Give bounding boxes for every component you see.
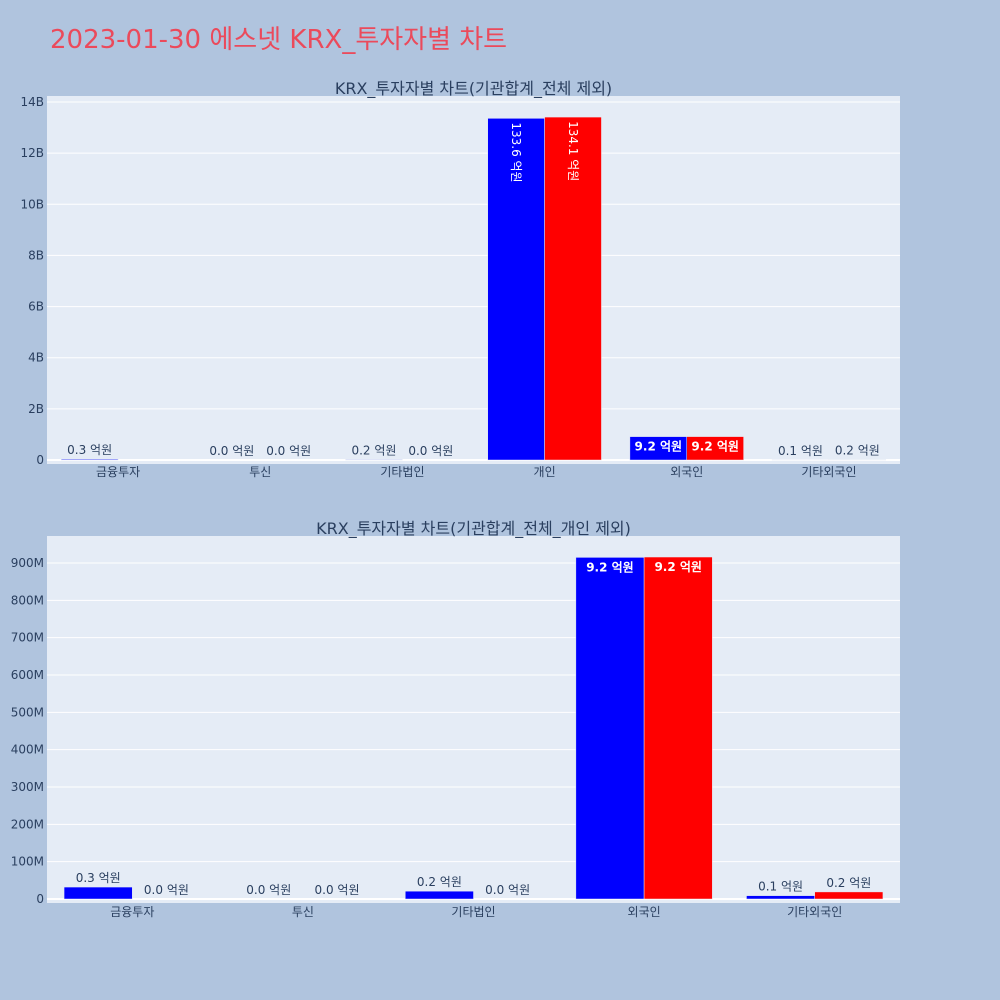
bar-value-label: 0.0 억원 (408, 444, 453, 458)
y-tick-label: 0 (36, 892, 44, 906)
y-tick-label: 8B (28, 248, 44, 262)
bar-value-label: 0.1 억원 (778, 444, 823, 458)
y-tick-label: 400M (11, 743, 44, 757)
bar-value-label: 9.2 억원 (586, 560, 634, 574)
plot-area (47, 96, 900, 464)
chart-title: KRX_투자자별 차트(기관합계_전체_개인 제외) (316, 519, 631, 539)
y-tick-label: 200M (11, 817, 44, 831)
y-tick-label: 4B (28, 351, 44, 365)
y-tick-label: 0 (36, 453, 44, 467)
x-tick-label: 기타외국인 (787, 905, 842, 919)
y-tick-label: 100M (11, 855, 44, 869)
investor-bar-chart-total: 0 2B 4B 6B 8B 10B 12B 14B KRX_투자자별 차트(기관합계_전체 제외… (20, 79, 900, 479)
y-tick-label: 2B (28, 402, 44, 416)
y-tick-label: 300M (11, 780, 44, 794)
y-tick-label: 10B (20, 197, 44, 211)
x-tick-label: 외국인 (670, 465, 703, 479)
bar-value-label: 0.2 억원 (826, 876, 871, 890)
y-tick-label: 500M (11, 705, 44, 719)
red-bar (544, 116, 602, 461)
investor-bar-chart-excluding-individual: 0 100M 200M 300M 400M 500M 600M 700M 800M 900M KRX… (11, 519, 900, 919)
bar-value-label: 9.2 억원 (635, 440, 683, 454)
plot-area (47, 536, 900, 903)
red-bar (686, 436, 744, 461)
x-tick-label: 투신 (292, 905, 314, 919)
bar-value-label: 0.3 억원 (76, 871, 121, 885)
bar-value-label: 133.6 억원 (509, 122, 523, 182)
bar-value-label: 0.2 억원 (417, 875, 462, 889)
bar-value-label: 0.1 억원 (758, 880, 803, 894)
bar-value-label: 0.0 억원 (485, 883, 530, 897)
y-tick-label: 600M (11, 668, 44, 682)
bar-value-label: 134.1 억원 (566, 121, 580, 181)
bar-value-label: 0.0 억원 (144, 883, 189, 897)
y-tick-label: 14B (20, 95, 44, 109)
x-tick-label: 금융투자 (110, 905, 154, 919)
blue-bar (405, 890, 474, 900)
x-tick-label: 개인 (534, 465, 556, 479)
y-tick-label: 6B (28, 300, 44, 314)
bar-value-label: 9.2 억원 (654, 560, 702, 574)
y-tick-label: 12B (20, 146, 44, 160)
x-tick-label: 기타법인 (380, 465, 424, 479)
blue-bar (575, 557, 645, 900)
bar-value-label: 0.2 억원 (835, 444, 880, 458)
x-tick-label: 투신 (249, 465, 271, 479)
blue-bar (60, 458, 119, 461)
bar-value-label: 0.0 억원 (266, 444, 311, 458)
bar-value-label: 0.0 억원 (209, 444, 254, 458)
chart-title: KRX_투자자별 차트(기관합계_전체 제외) (335, 79, 612, 99)
blue-bar (345, 459, 403, 461)
bar-value-label: 0.3 억원 (67, 443, 112, 457)
x-tick-label: 기타외국인 (801, 465, 856, 479)
y-tick-label: 800M (11, 593, 44, 607)
bar-value-label: 0.2 억원 (351, 443, 396, 457)
y-tick-label: 700M (11, 631, 44, 645)
x-tick-label: 기타법인 (451, 905, 495, 919)
x-tick-label: 금융투자 (96, 465, 140, 479)
bar-value-label: 9.2 억원 (691, 440, 739, 454)
y-tick-label: 900M (11, 556, 44, 570)
bar-value-label: 0.0 억원 (315, 883, 360, 897)
blue-bar (63, 886, 133, 900)
red-bar (643, 556, 713, 900)
page-title: 2023-01-30 에스넷 KRX_투자자별 차트 (50, 25, 508, 55)
x-tick-label: 외국인 (628, 905, 661, 919)
blue-bar (746, 895, 815, 900)
red-bar (814, 891, 884, 900)
bar-value-label: 0.0 억원 (246, 883, 291, 897)
blue-bar (487, 118, 545, 461)
